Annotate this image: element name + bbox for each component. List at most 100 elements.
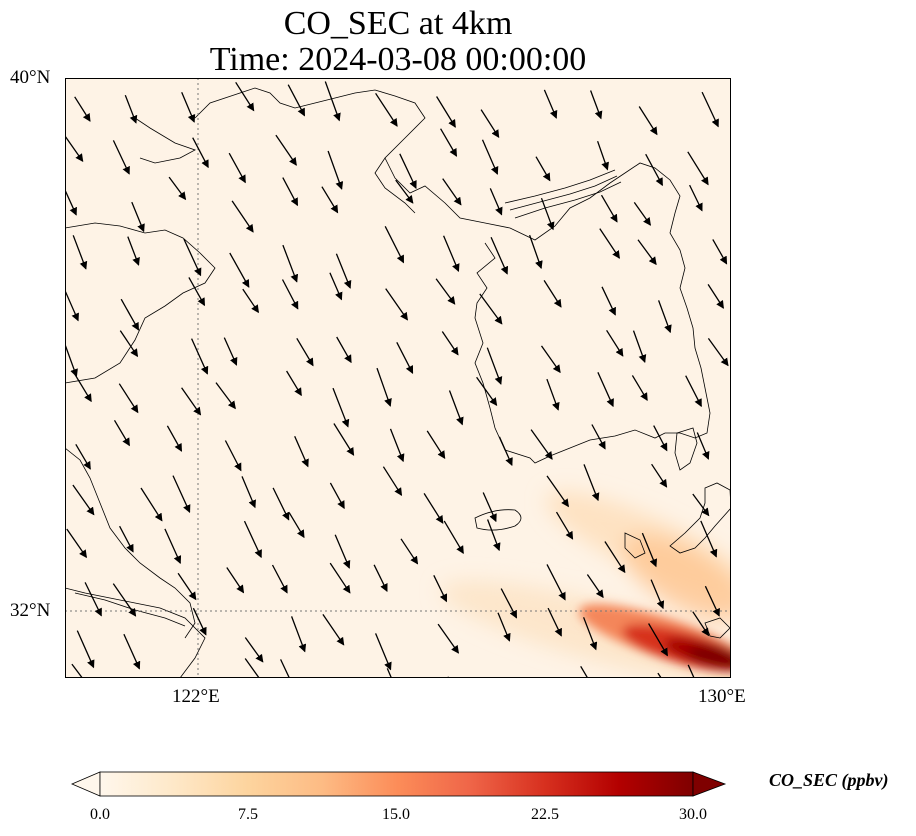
wind-arrow: [228, 152, 246, 184]
wind-arrow: [653, 425, 668, 452]
wind-arrow: [231, 200, 254, 233]
map-panel: [65, 78, 731, 678]
wind-arrow: [113, 419, 130, 447]
wind-arrow: [651, 463, 668, 488]
wind-arrow: [638, 106, 658, 136]
wind-arrow: [582, 617, 598, 651]
wind-arrow: [281, 279, 299, 310]
wind-arrow: [324, 81, 341, 122]
wind-arrow: [112, 140, 130, 175]
wind-arrow: [633, 202, 651, 226]
wind-arrow: [589, 90, 603, 120]
wind-arrow: [65, 291, 79, 322]
wind-arrow: [689, 184, 703, 212]
wind-arrow: [177, 572, 197, 601]
wind-arrow: [290, 616, 307, 653]
wind-arrow: [692, 493, 710, 517]
lon-tick-122: 122°E: [172, 686, 220, 707]
wind-arrow: [65, 188, 77, 216]
wind-arrow: [183, 238, 202, 277]
wind-arrow: [437, 623, 459, 654]
wind-arrow: [243, 520, 262, 559]
wind-arrow: [272, 487, 290, 521]
wind-arrow: [335, 253, 352, 289]
wind-arrow: [543, 280, 562, 308]
wind-arrow: [423, 493, 444, 524]
wind-arrow: [482, 492, 497, 523]
wind-arrow: [112, 583, 137, 617]
wind-arrow: [321, 186, 339, 214]
colorbar-tick-4: 30.0: [679, 806, 707, 823]
wind-arrow: [215, 382, 236, 410]
wind-arrow: [241, 476, 256, 509]
wind-arrow: [704, 585, 720, 617]
colorbar-gradient: [99, 771, 694, 797]
lat-tick-40: 40°N: [10, 67, 51, 88]
wind-arrow: [687, 664, 695, 678]
wind-arrow: [395, 179, 414, 204]
wind-arrow: [76, 630, 95, 669]
wind-arrow: [223, 337, 238, 366]
wind-arrow: [384, 226, 405, 264]
wind-arrow: [657, 300, 672, 334]
wind-arrow: [443, 235, 460, 273]
wind-arrow: [641, 532, 658, 568]
wind-arrow: [332, 387, 350, 428]
wind-arrow: [481, 139, 499, 175]
wind-arrow: [528, 234, 543, 270]
wind-arrow: [288, 512, 305, 539]
wind-arrow: [707, 338, 729, 367]
colorbar-tick-2: 15.0: [382, 806, 410, 823]
wind-arrow: [329, 562, 351, 594]
wind-arrow: [500, 588, 518, 619]
wind-arrow: [271, 564, 288, 594]
wind-arrow: [687, 151, 709, 186]
wind-arrow: [707, 284, 724, 309]
wind-arrow: [235, 81, 255, 112]
map-frame: [65, 78, 731, 678]
wind-arrow: [172, 475, 191, 514]
wind-arrow: [127, 236, 140, 266]
wind-arrow: [580, 665, 589, 678]
wind-arrow: [400, 538, 419, 565]
wind-arrow: [242, 288, 259, 314]
wind-arrow: [546, 564, 566, 601]
wind-arrow: [382, 466, 403, 497]
map-subtitle-time: Time: 2024-03-08 00:00:00: [209, 41, 587, 78]
wind-arrow: [591, 424, 606, 450]
wind-arrow: [540, 345, 561, 374]
wind-arrow: [701, 91, 719, 128]
wind-arrow: [555, 511, 574, 540]
wind-arrow: [376, 367, 392, 407]
wind-arrow: [540, 197, 555, 231]
wind-arrow: [546, 475, 569, 508]
wind-arrow: [490, 237, 509, 275]
wind-arrow: [712, 239, 728, 265]
wind-arrow: [648, 623, 668, 657]
wind-arrow: [433, 575, 448, 603]
wind-arrow: [685, 375, 702, 408]
wind-arrow: [632, 330, 647, 363]
wind-arrow: [631, 375, 648, 402]
wind-arrow: [597, 372, 614, 408]
wind-arrow: [399, 153, 417, 190]
wind-arrow: [124, 94, 138, 124]
wind-arrow: [476, 376, 498, 407]
wind-arrow: [440, 128, 458, 157]
wind-arrow: [66, 528, 87, 559]
wind-arrow: [426, 430, 446, 460]
wind-arrow: [489, 188, 503, 216]
wind-arrow: [72, 235, 88, 270]
wind-arrow: [296, 337, 314, 367]
wind-arrow: [282, 177, 299, 207]
wind-arrow: [286, 370, 302, 397]
wind-arrow: [601, 286, 616, 316]
wind-arrow: [244, 637, 264, 663]
wind-arrow: [229, 252, 250, 288]
wind-arrow: [327, 150, 344, 190]
wind-arrow: [696, 432, 710, 460]
colorbar-tick-0: 0.0: [90, 806, 110, 823]
wind-arrow: [700, 520, 718, 558]
wind-arrow: [389, 428, 405, 463]
wind-arrow: [118, 383, 139, 414]
